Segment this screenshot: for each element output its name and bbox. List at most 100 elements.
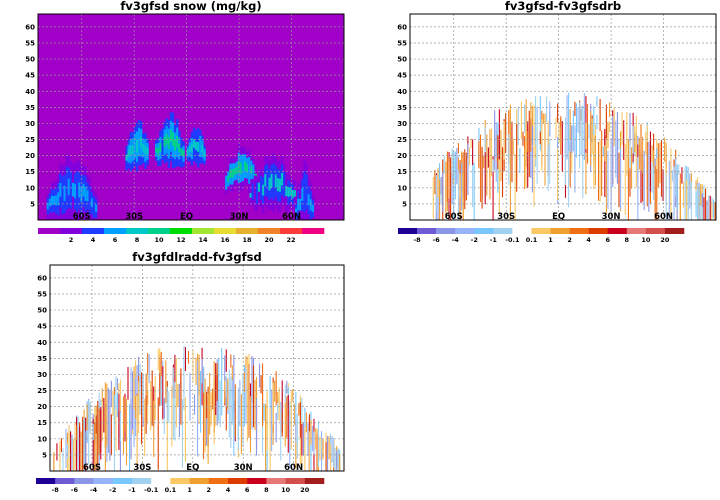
field-cell	[92, 424, 94, 440]
field-cell	[618, 152, 620, 208]
field-cell	[136, 395, 138, 468]
colorbar-label: -6	[71, 486, 79, 494]
field-cell	[275, 412, 277, 443]
field-cell	[88, 400, 90, 465]
y-tick-label: 60	[37, 274, 47, 282]
field-cell	[560, 116, 562, 127]
field-cell	[56, 443, 58, 461]
field-cell	[470, 138, 472, 149]
field-cell	[311, 204, 315, 212]
field-cell	[489, 155, 491, 200]
colorbar-swatch	[626, 228, 647, 234]
field-cell	[525, 99, 527, 167]
field-cell	[574, 101, 576, 117]
field-cell	[227, 175, 230, 182]
field-cell	[219, 380, 221, 427]
field-cell	[221, 347, 223, 416]
field-cell	[109, 389, 111, 461]
y-tick-label: 40	[37, 339, 47, 347]
field-cell	[479, 134, 482, 203]
x-tick-label: EQ	[552, 212, 565, 222]
field-cell	[457, 157, 460, 170]
field-cell	[649, 131, 652, 145]
field-cell	[246, 163, 249, 173]
field-cell	[657, 143, 659, 188]
field-cell	[509, 150, 511, 220]
field-cell	[163, 398, 165, 418]
field-cell	[138, 381, 140, 434]
field-cell	[135, 360, 137, 378]
field-cell	[229, 169, 232, 178]
field-cell	[203, 152, 206, 157]
field-cell	[629, 112, 631, 142]
field-cell	[468, 147, 471, 166]
field-cell	[314, 427, 317, 443]
field-cell	[490, 128, 493, 177]
field-cell	[530, 118, 532, 152]
field-cell	[675, 149, 677, 160]
field-cell	[53, 452, 55, 471]
colorbar-label: -0.1	[505, 236, 520, 244]
field-cell	[327, 435, 329, 471]
field-cell	[675, 159, 677, 196]
colorbar-label: 4	[586, 236, 591, 244]
field-cell	[266, 397, 268, 451]
field-cell	[612, 115, 614, 187]
field-cell	[682, 182, 685, 208]
field-cell	[225, 175, 228, 190]
field-cell	[665, 174, 667, 220]
field-cell	[511, 121, 513, 183]
field-cell	[90, 198, 94, 208]
field-cell	[637, 159, 639, 220]
x-tick-label: 30S	[497, 212, 515, 222]
field-cell	[284, 402, 286, 447]
colorbar-swatch	[148, 228, 171, 234]
field-cell	[577, 107, 579, 133]
x-tick-label: 60N	[282, 212, 301, 222]
colorbar-label: -4	[90, 486, 98, 494]
field-cell	[459, 160, 461, 181]
field-cell	[670, 148, 672, 220]
field-cell	[512, 138, 515, 156]
field-cell	[599, 98, 601, 132]
x-tick-label: 30S	[133, 463, 151, 473]
field-cell	[145, 395, 147, 434]
field-cell	[445, 161, 447, 218]
field-cell	[284, 384, 286, 403]
colorbar-label: 8	[625, 236, 630, 244]
field-cell	[319, 436, 321, 461]
colorbar-swatch	[512, 228, 532, 234]
field-cell	[486, 134, 488, 196]
field-cell	[295, 391, 297, 426]
field-cell	[129, 145, 132, 156]
field-cell	[328, 436, 330, 460]
field-cell	[159, 348, 161, 374]
field-cell	[531, 125, 533, 146]
field-cell	[225, 397, 227, 431]
field-cell	[88, 186, 91, 215]
field-cell	[700, 186, 702, 206]
field-cell	[258, 363, 261, 388]
colorbar-swatch	[417, 228, 437, 234]
colorbar-swatch	[302, 228, 325, 234]
field-cell	[249, 193, 252, 198]
colorbar: -8 -6 -4 -2 -1 -0.1 0.1 1 2 4 6 8 10 20	[36, 478, 325, 494]
field-cell	[686, 165, 688, 182]
field-cell	[86, 404, 88, 431]
field-cell	[188, 146, 191, 153]
field-cell	[434, 169, 436, 195]
field-cell	[689, 173, 691, 209]
field-cell	[289, 410, 291, 468]
field-cell	[65, 166, 68, 210]
field-cell	[157, 147, 160, 155]
field-cell	[215, 363, 217, 415]
field-cell	[582, 105, 584, 135]
field-cell	[299, 198, 302, 211]
field-cell	[638, 137, 640, 170]
field-cell	[492, 159, 494, 172]
field-cell	[585, 122, 587, 150]
field-cell	[613, 108, 615, 147]
field-cell	[579, 101, 581, 169]
field-cell	[530, 139, 532, 179]
field-cell	[198, 354, 200, 398]
